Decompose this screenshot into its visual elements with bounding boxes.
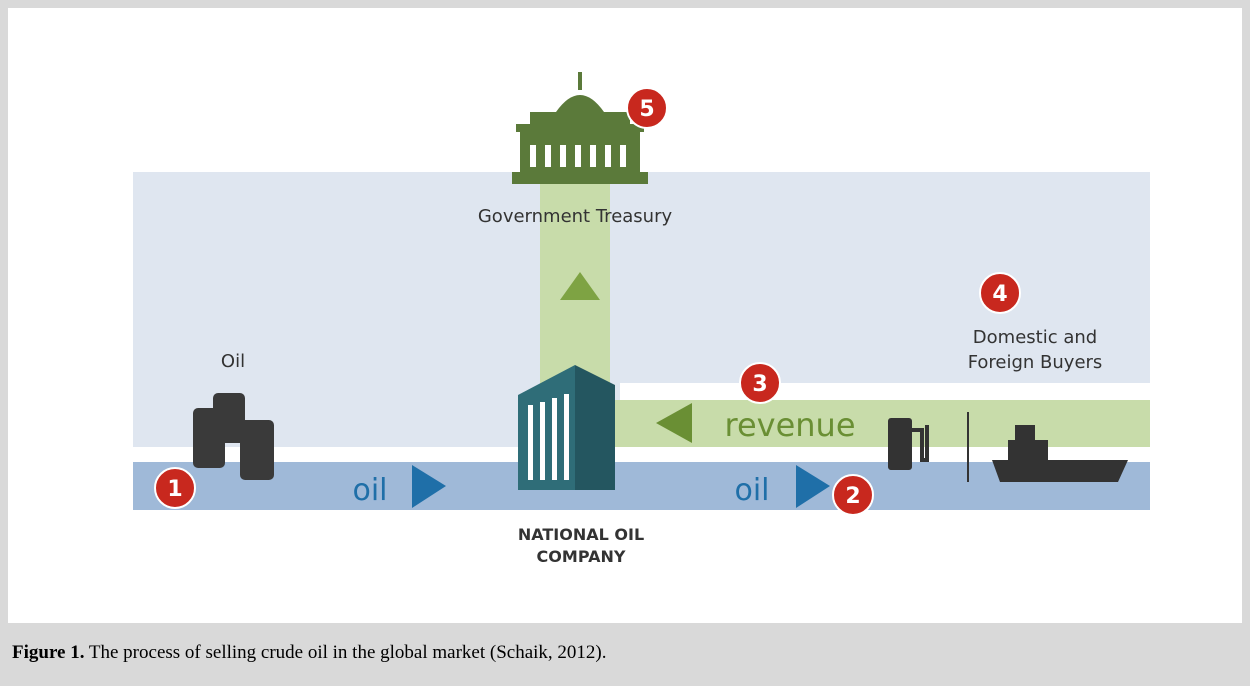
step-number: 5 [639,97,654,122]
label: COMPANY [537,547,626,566]
label: Domestic and [973,327,1097,348]
step-number: 4 [992,282,1007,307]
caption: Figure 1. The process of selling crude o… [12,642,607,664]
step-number: 2 [845,484,860,509]
flow-label: revenue [724,406,855,444]
figure: Government Treasury Domestic and Foreign… [0,0,1250,686]
flow-label: oil [734,473,769,508]
step-number: 3 [752,372,767,397]
caption-label: Figure 1. [12,642,84,663]
label: Oil [221,351,245,372]
caption-text: The process of selling crude oil in the … [84,642,606,663]
step-number: 1 [167,477,182,502]
label: NATIONAL OIL [518,525,644,544]
page: Government Treasury Domestic and Foreign… [0,0,1250,686]
label: Foreign Buyers [968,352,1103,373]
flow-label: oil [352,473,387,508]
label: Government Treasury [478,206,673,227]
